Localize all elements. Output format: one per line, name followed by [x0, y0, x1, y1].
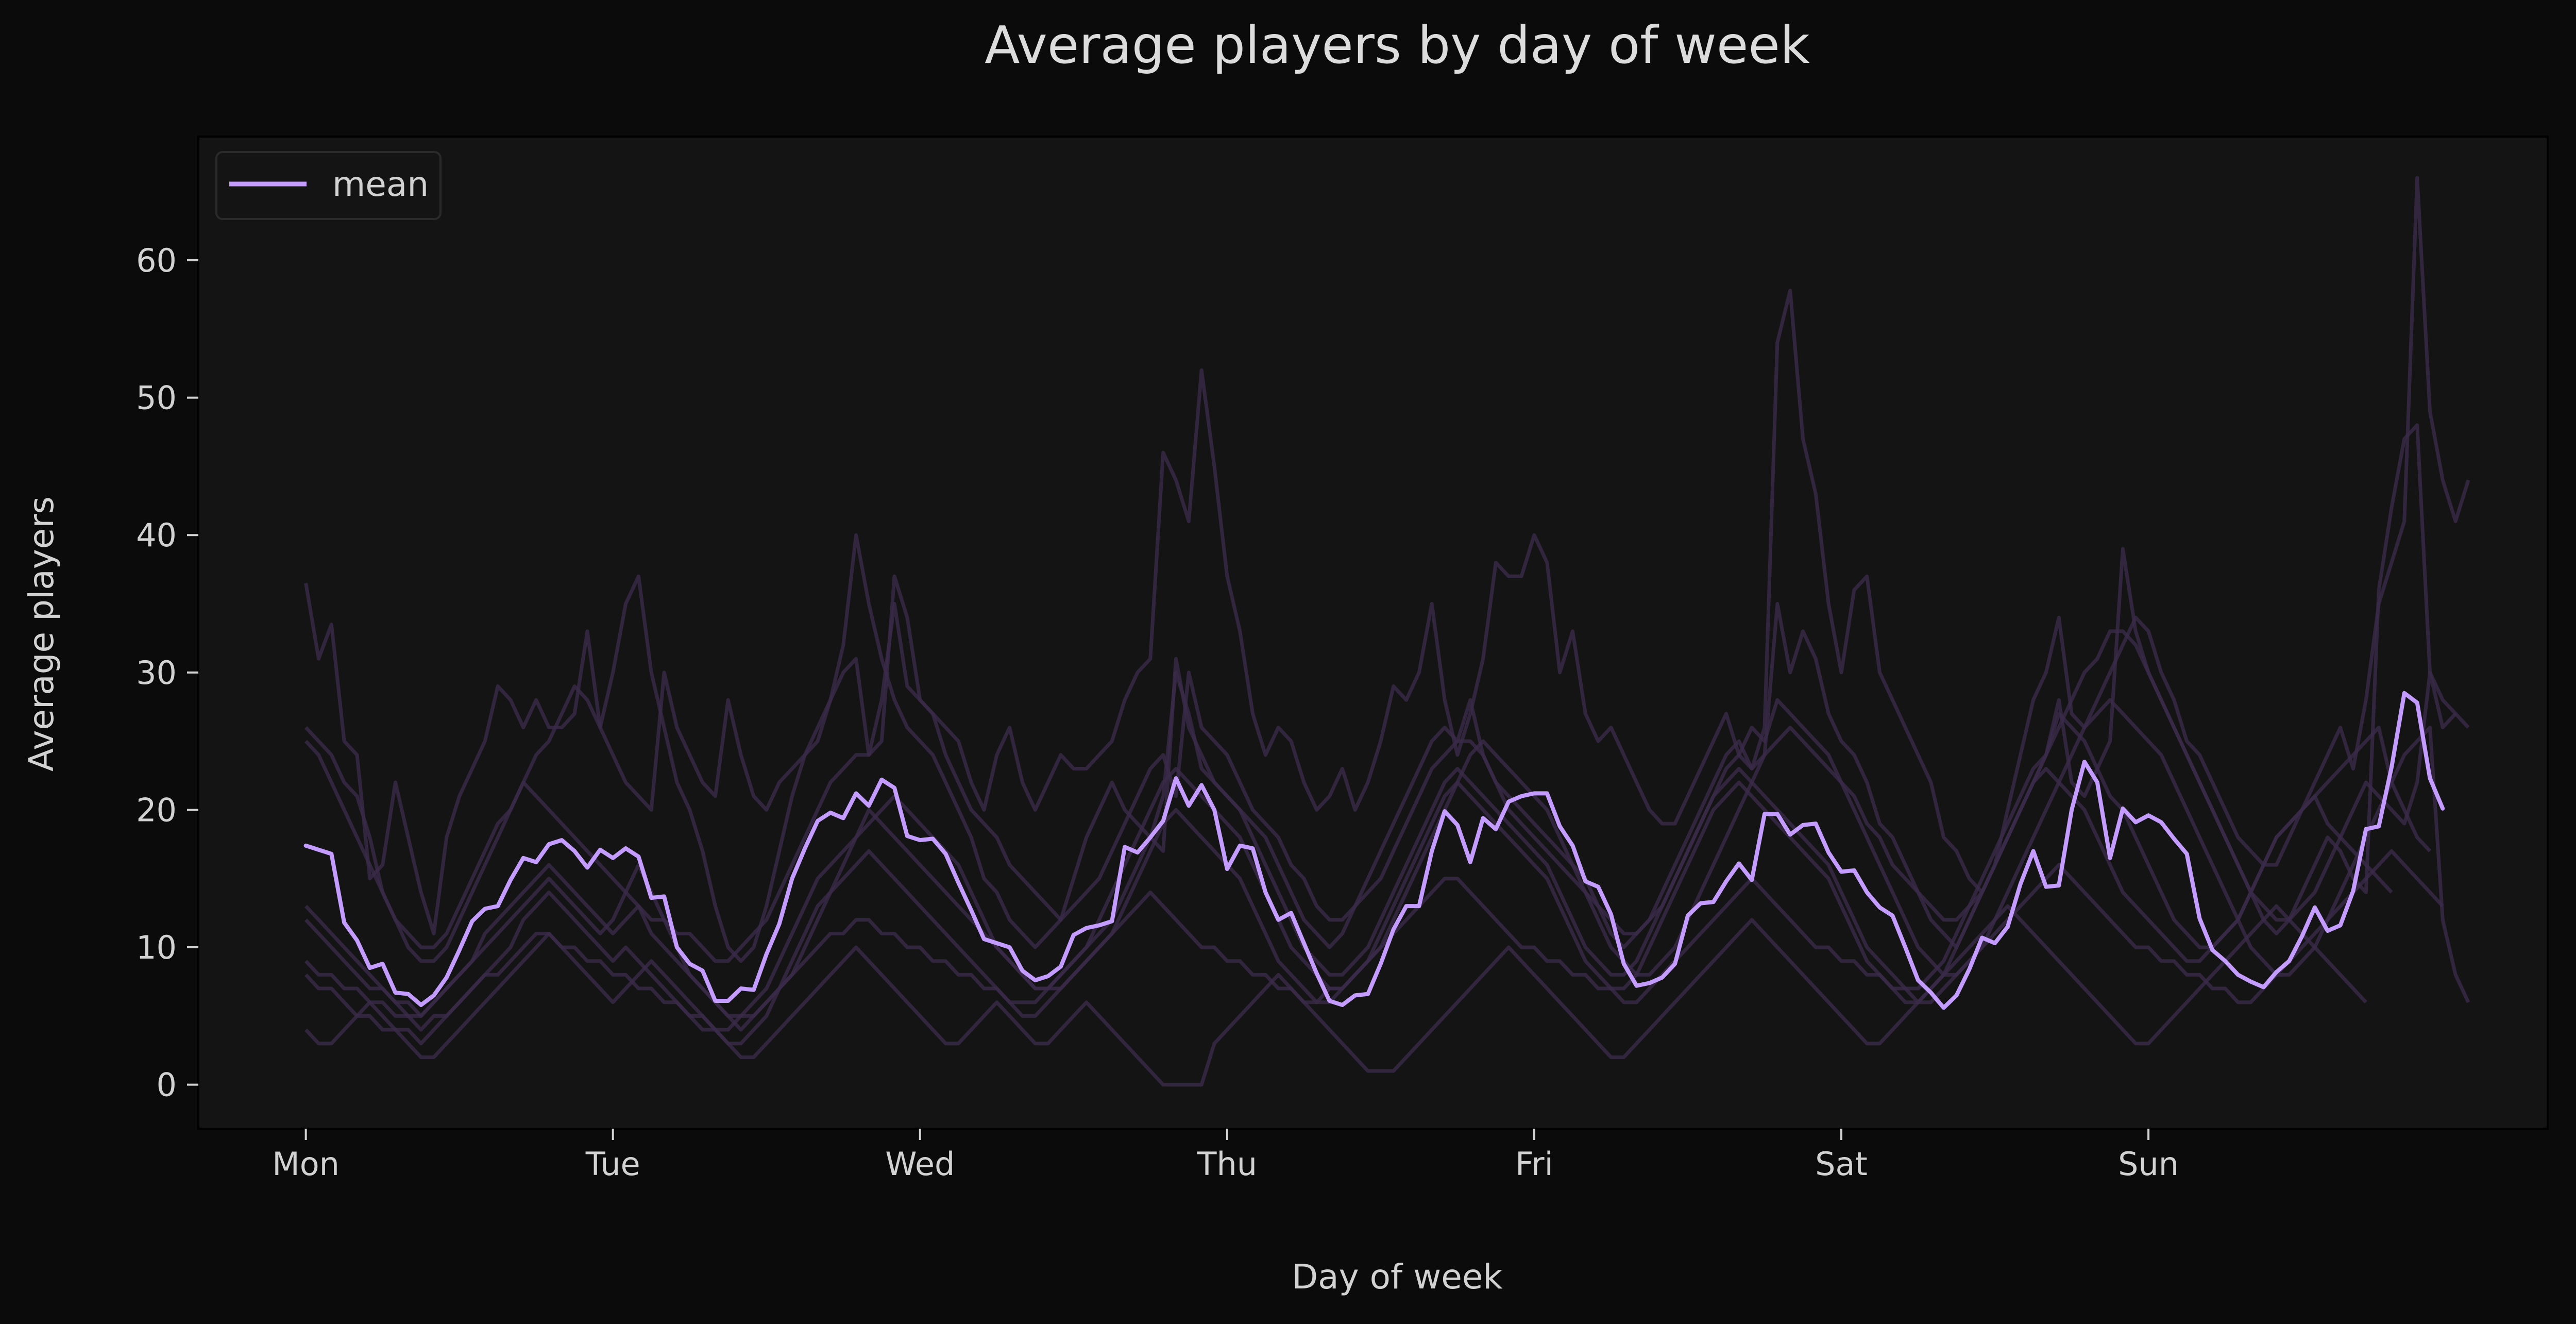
series-line-mean — [303, 691, 2445, 1010]
chart-title: Average players by day of week — [985, 15, 1810, 75]
y-axis-title: Average players — [22, 496, 61, 772]
y-tick-label: 50 — [136, 379, 177, 417]
x-tick-label: Sun — [2118, 1145, 2179, 1183]
legend-label-mean: mean — [332, 164, 429, 204]
y-tick-label: 20 — [136, 791, 177, 829]
y-tick-label: 0 — [157, 1066, 177, 1104]
background-series-line-3 — [304, 671, 2432, 1018]
legend-box — [215, 151, 442, 220]
x-tick-label: Sat — [1815, 1145, 1868, 1183]
mean-series-group — [303, 691, 2445, 1010]
x-axis: Mon Tue Wed Thu Fri Sat Sun — [272, 1129, 2179, 1183]
background-series-line-0 — [304, 176, 2470, 935]
plot-area — [197, 136, 2549, 1130]
background-series-line-6 — [304, 698, 2470, 1032]
y-tick-label: 10 — [136, 929, 177, 966]
x-tick-label: Fri — [1515, 1145, 1553, 1183]
background-series-group — [304, 176, 2470, 1087]
y-axis: 0 10 20 30 40 50 60 — [136, 242, 198, 1104]
background-series-line-7 — [304, 849, 2444, 1032]
x-axis-title: Day of week — [1292, 1257, 1503, 1297]
background-series-line-5 — [304, 904, 2367, 1087]
legend: mean — [215, 151, 442, 220]
y-tick-label: 30 — [136, 654, 177, 692]
x-tick-label: Mon — [272, 1145, 340, 1183]
x-tick-label: Tue — [585, 1145, 640, 1183]
x-tick-label: Wed — [885, 1145, 955, 1183]
y-tick-label: 60 — [136, 242, 177, 279]
y-tick-label: 40 — [136, 516, 177, 554]
x-tick-label: Thu — [1197, 1145, 1257, 1183]
background-series-line-1 — [304, 423, 2470, 963]
